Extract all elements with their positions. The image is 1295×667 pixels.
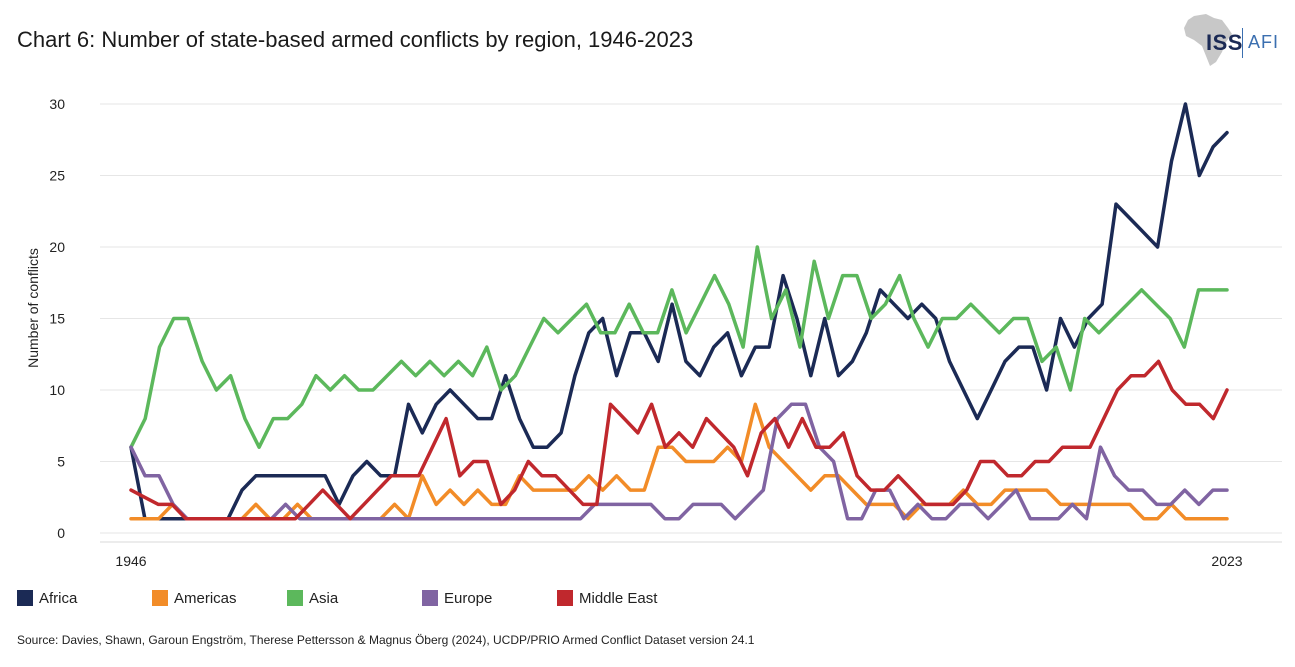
legend-label: Americas [174,589,237,607]
series-lines [129,102,1229,521]
source-note: Source: Davies, Shawn, Garoun Engström, … [17,633,755,647]
axes: 0 5 10 15 20 25 30 1946 2023 [49,96,1282,569]
logo-afi-text: AFI [1248,32,1280,52]
legend: Africa Americas Asia Europe Middle East [17,587,917,609]
legend-item-asia: Asia [287,587,338,609]
logo-divider [1242,28,1243,58]
legend-swatch [287,590,303,606]
y-tick-label: 25 [49,168,65,184]
y-tick-label: 30 [49,96,65,112]
y-axis-label: Number of conflicts [25,248,41,368]
y-tick-label: 5 [57,454,65,470]
series-line-asia [129,245,1229,449]
logo-iss-text: ISS [1206,30,1243,55]
x-tick-label: 1946 [115,553,146,569]
y-tick-label: 10 [49,382,65,398]
legend-item-africa: Africa [17,587,77,609]
legend-item-americas: Americas [152,587,237,609]
legend-swatch [422,590,438,606]
chart-title: Chart 6: Number of state-based armed con… [17,27,694,52]
legend-label: Asia [309,589,339,607]
africa-map-icon [1184,14,1232,66]
legend-item-middle-east: Middle East [557,587,657,609]
line-chart: 0 5 10 15 20 25 30 1946 2023 Number of conflicts [25,96,1282,569]
y-tick-label: 20 [49,239,65,255]
legend-item-europe: Europe [422,587,492,609]
series-line-africa [129,102,1229,521]
y-tick-label: 0 [57,525,65,541]
legend-label: Middle East [579,589,658,607]
legend-swatch [17,590,33,606]
iss-afi-logo: ISS AFI [1180,12,1290,72]
legend-label: Africa [39,589,78,607]
y-tick-label: 15 [49,311,65,327]
series-line-europe [129,402,1229,521]
series-line-middle-east [129,359,1229,521]
gridlines [100,103,1282,534]
x-tick-label: 2023 [1211,553,1242,569]
legend-swatch [557,590,573,606]
legend-swatch [152,590,168,606]
legend-label: Europe [444,589,493,607]
